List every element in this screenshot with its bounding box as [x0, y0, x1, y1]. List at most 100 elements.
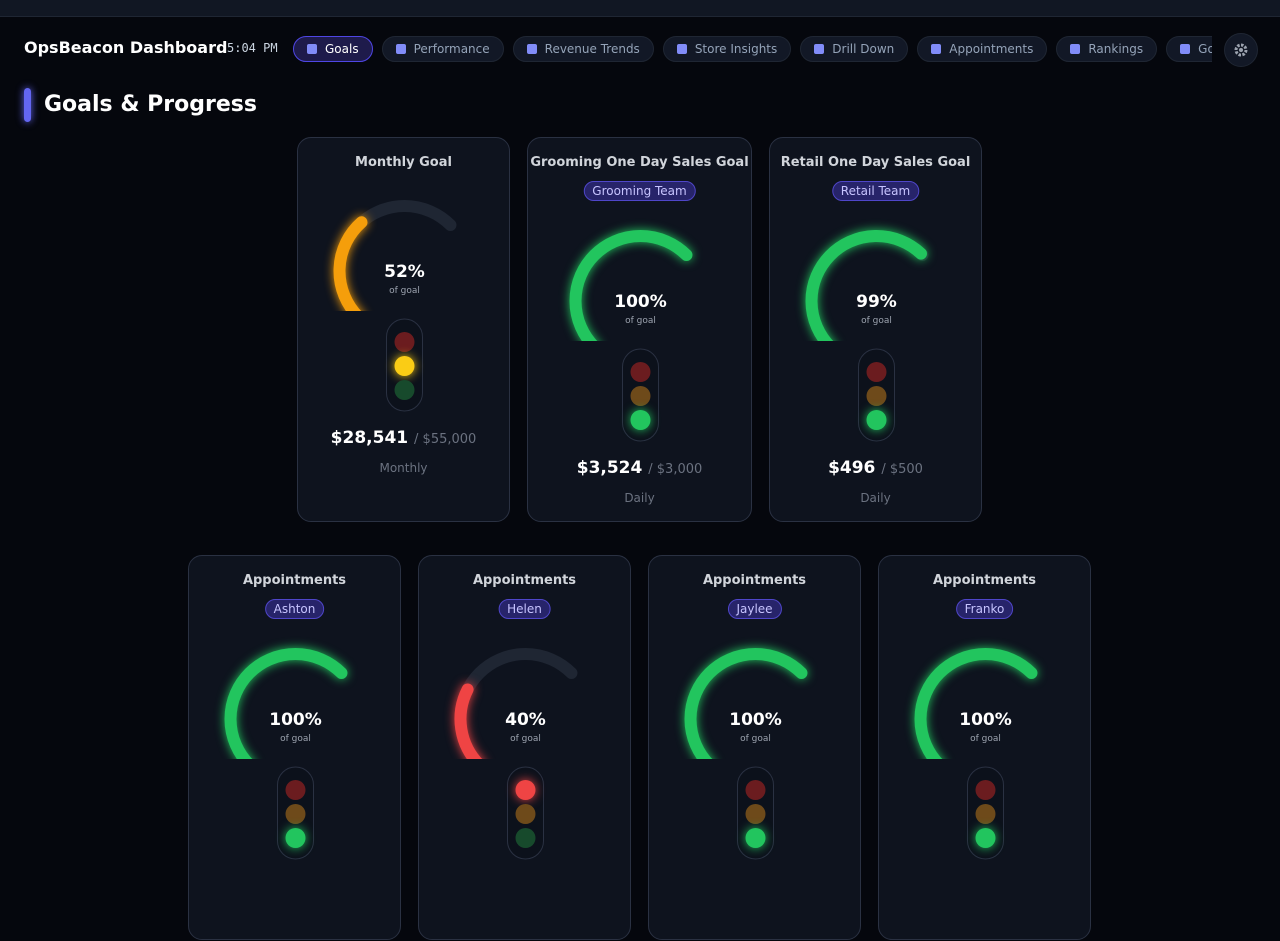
amount: $3,524 / $3,000 [528, 458, 751, 478]
light-red [630, 362, 651, 382]
percent-caption: of goal [280, 734, 311, 744]
card-badge: Helen [498, 599, 551, 619]
amount-target: / $55,000 [414, 432, 477, 447]
tab-label: Performance [413, 42, 490, 56]
gauge-arcs [224, 648, 348, 759]
gauge-fill [224, 648, 348, 759]
goal-card: 100% of goal Grooming One Day Sales Goal Gr… [527, 137, 752, 522]
light-red [975, 780, 996, 800]
gauge: 99% of goal [805, 230, 929, 442]
card-title: Appointments [702, 573, 807, 588]
nav-tab[interactable]: Rankings [1056, 36, 1158, 62]
light-yellow [975, 804, 996, 824]
light-red [515, 780, 536, 800]
gauge: 100% of goal [569, 230, 693, 442]
card-badge: Retail Team [831, 181, 920, 201]
light-green [630, 410, 651, 430]
amount: $28,541 / $55,000 [298, 428, 509, 448]
period: Monthly [379, 461, 428, 475]
tab-icon [395, 44, 406, 54]
tab-label: Revenue Trends [544, 42, 640, 56]
card-badge: Franko [955, 599, 1014, 619]
section-title: Goals & Progress [44, 92, 257, 117]
light-red [866, 362, 887, 382]
top-strip [0, 0, 1280, 17]
gauge-fill [805, 230, 927, 341]
card-title: Appointments [472, 573, 577, 588]
light-red [745, 780, 766, 800]
card-title: Monthly Goal [355, 155, 452, 170]
percent-caption: of goal [861, 316, 892, 326]
amount-value: $3,524 [576, 458, 643, 478]
light-yellow [285, 804, 306, 824]
light-green [866, 410, 887, 430]
light-yellow [515, 804, 536, 824]
light-green [515, 828, 536, 848]
gauge-arcs [684, 648, 808, 759]
percent-label: 100% [729, 710, 782, 730]
gauge-fill [684, 648, 808, 759]
percent-label: 100% [959, 710, 1012, 730]
light-green [394, 380, 415, 400]
gauge-arcs [569, 230, 693, 341]
tab-label: Goals [325, 42, 359, 56]
card-title: Grooming One Day Sales Goal [530, 155, 749, 170]
percent-caption: of goal [970, 734, 1001, 744]
light-yellow [866, 386, 887, 406]
gauge: 52% of goal [333, 200, 457, 412]
tab-label: Store Insights [694, 42, 778, 56]
nav-tab[interactable]: Performance [381, 36, 504, 62]
tab-icon [814, 44, 825, 54]
light-yellow [745, 804, 766, 824]
card-badge: Ashton [264, 599, 325, 619]
goal-card: 100% of goal Appointments Jaylee [648, 555, 861, 940]
amount-target: / $500 [881, 462, 923, 477]
light-green [745, 828, 766, 848]
tab-icon [307, 44, 317, 54]
goal-card: 52% of goal Monthly Goal $28,541 / $55,000 M… [297, 137, 510, 522]
card-badge: Grooming Team [583, 181, 696, 201]
period: Daily [624, 491, 655, 505]
nav-tab[interactable]: Google [1166, 36, 1212, 62]
nav-tab[interactable]: Revenue Trends [512, 36, 654, 62]
amount-target: / $3,000 [648, 462, 703, 477]
goal-card: 100% of goal Appointments Ashton [188, 555, 401, 940]
gauge-fill [914, 648, 1038, 759]
section-accent [24, 88, 31, 122]
percent-caption: of goal [740, 734, 771, 744]
tab-icon [931, 44, 942, 54]
card-title: Appointments [932, 573, 1037, 588]
nav-tab[interactable]: Store Insights [662, 36, 792, 62]
gauge-arcs [333, 200, 457, 311]
clock: 5:04 PM [227, 41, 278, 55]
light-red [285, 780, 306, 800]
gauge-arcs [914, 648, 1038, 759]
tab-icon [526, 44, 537, 54]
nav-tab[interactable]: Drill Down [800, 36, 909, 62]
percent-label: 100% [614, 292, 667, 312]
amount: $496 / $500 [770, 458, 981, 478]
percent-caption: of goal [510, 734, 541, 744]
card-badge: Jaylee [727, 599, 782, 619]
goal-card: 100% of goal Appointments Franko [878, 555, 1091, 940]
percent-label: 100% [269, 710, 322, 730]
light-green [975, 828, 996, 848]
settings-button[interactable] [1224, 33, 1258, 67]
percent-caption: of goal [625, 316, 656, 326]
gauge-arcs [454, 648, 578, 759]
gauge-fill [569, 230, 693, 341]
tab-icon [676, 44, 687, 54]
tab-bar: Goals Performance Revenue Trends Store Insi… [293, 36, 1212, 64]
card-title: Appointments [242, 573, 347, 588]
nav-tab[interactable]: Goals [293, 36, 373, 62]
tab-label: Appointments [949, 42, 1034, 56]
gauge-fill [333, 216, 368, 311]
percent-label: 52% [384, 262, 425, 282]
tab-icon [1180, 44, 1191, 54]
nav-tab[interactable]: Appointments [917, 36, 1048, 62]
light-red [394, 332, 415, 352]
gauge-arcs [805, 230, 929, 341]
period: Daily [860, 491, 891, 505]
goal-card: 99% of goal Retail One Day Sales Goal Retai… [769, 137, 982, 522]
tab-label: Google [1198, 42, 1212, 56]
